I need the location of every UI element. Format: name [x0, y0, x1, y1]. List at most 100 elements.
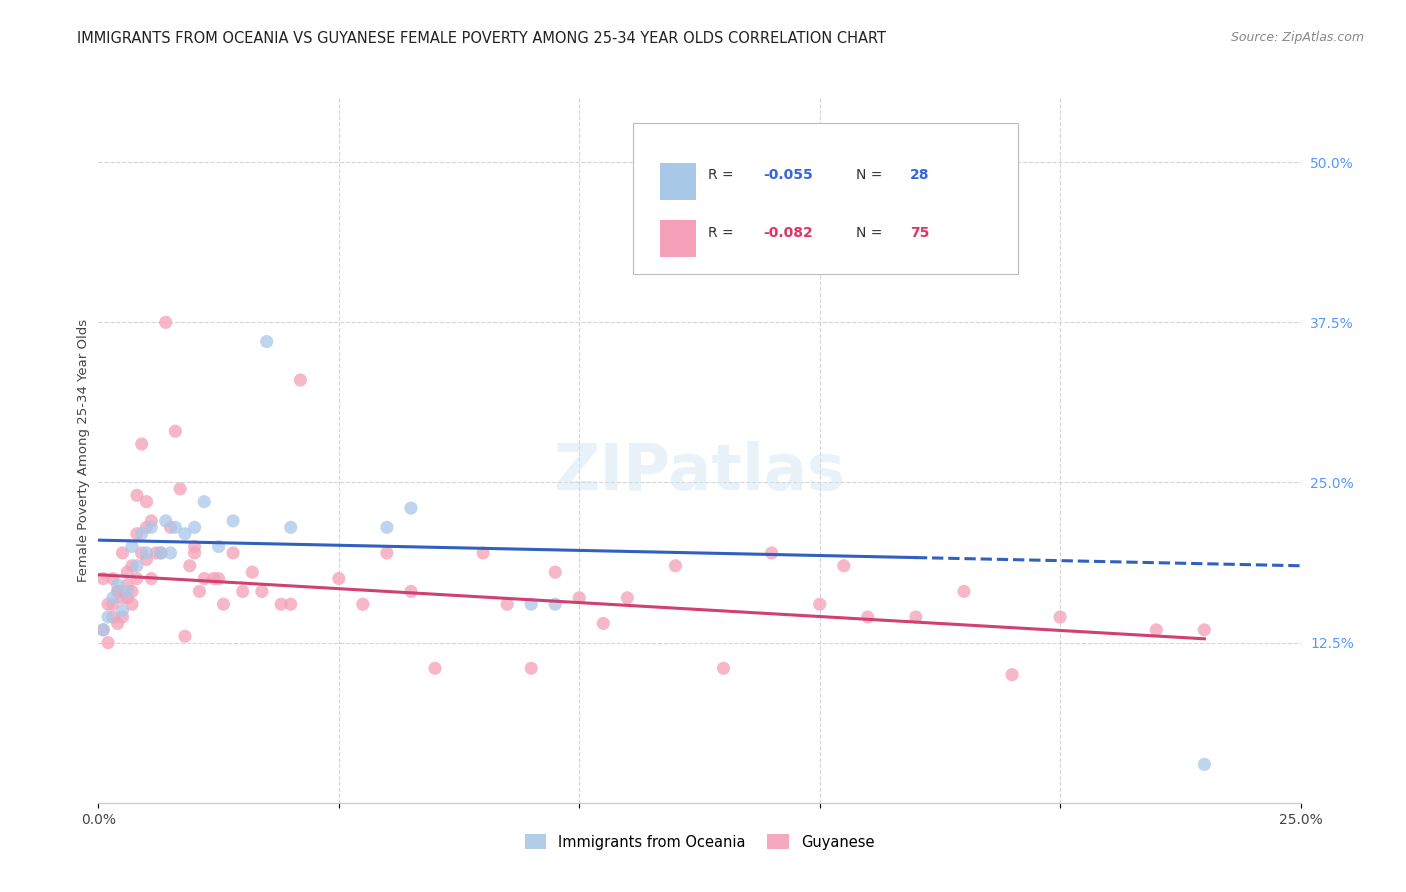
- Point: [141, 520, 163, 534]
- Text: -0.082: -0.082: [763, 226, 813, 240]
- Point: [399, 584, 422, 599]
- Point: [107, 584, 129, 599]
- Point: [423, 661, 446, 675]
- Point: [91, 623, 114, 637]
- Point: [290, 373, 312, 387]
- Point: [174, 526, 197, 541]
- Point: [111, 610, 134, 624]
- Point: [165, 424, 187, 438]
- Point: [159, 520, 181, 534]
- Point: [131, 526, 153, 541]
- Bar: [659, 162, 696, 200]
- Text: 28: 28: [910, 168, 929, 182]
- Point: [193, 494, 215, 508]
- Point: [155, 315, 177, 329]
- Point: [149, 546, 172, 560]
- Point: [131, 437, 153, 451]
- Point: [169, 482, 191, 496]
- Point: [101, 610, 124, 624]
- Point: [256, 334, 278, 349]
- Point: [97, 597, 120, 611]
- Point: [1001, 667, 1024, 681]
- Point: [107, 578, 129, 592]
- Point: [280, 597, 302, 611]
- Text: R =: R =: [707, 226, 738, 240]
- Point: [155, 514, 177, 528]
- Point: [1194, 757, 1216, 772]
- Point: [97, 610, 120, 624]
- Point: [125, 488, 148, 502]
- Point: [472, 546, 495, 560]
- Point: [174, 629, 197, 643]
- Point: [212, 597, 235, 611]
- Point: [125, 558, 148, 573]
- Point: [101, 597, 124, 611]
- Point: [544, 565, 567, 579]
- Point: [232, 584, 254, 599]
- Text: -0.055: -0.055: [763, 168, 813, 182]
- Point: [375, 546, 398, 560]
- Point: [193, 572, 215, 586]
- Point: [135, 520, 157, 534]
- Text: R =: R =: [707, 168, 738, 182]
- Point: [856, 610, 879, 624]
- Point: [117, 591, 139, 605]
- Point: [91, 572, 114, 586]
- Point: [953, 584, 976, 599]
- Point: [121, 540, 143, 554]
- Point: [91, 623, 114, 637]
- Point: [188, 584, 211, 599]
- Text: ZIPatlas: ZIPatlas: [554, 441, 845, 502]
- Point: [125, 572, 148, 586]
- Point: [125, 526, 148, 541]
- Point: [761, 546, 783, 560]
- Point: [328, 572, 350, 586]
- Bar: [659, 220, 696, 258]
- FancyBboxPatch shape: [633, 123, 1018, 275]
- Point: [179, 558, 201, 573]
- Point: [713, 661, 735, 675]
- Point: [664, 558, 686, 573]
- Point: [135, 494, 157, 508]
- Point: [121, 584, 143, 599]
- Point: [117, 565, 139, 579]
- Text: Source: ZipAtlas.com: Source: ZipAtlas.com: [1230, 31, 1364, 45]
- Point: [1194, 623, 1216, 637]
- Point: [1144, 623, 1167, 637]
- Point: [101, 591, 124, 605]
- Point: [131, 546, 153, 560]
- Point: [832, 558, 855, 573]
- Point: [222, 546, 245, 560]
- Point: [111, 604, 134, 618]
- Point: [135, 546, 157, 560]
- Point: [202, 572, 225, 586]
- Point: [165, 520, 187, 534]
- Point: [183, 546, 205, 560]
- Point: [352, 597, 374, 611]
- Point: [107, 616, 129, 631]
- Point: [904, 610, 927, 624]
- Point: [107, 584, 129, 599]
- Point: [117, 578, 139, 592]
- Point: [141, 572, 163, 586]
- Point: [1049, 610, 1071, 624]
- Point: [141, 514, 163, 528]
- Point: [208, 572, 231, 586]
- Point: [183, 540, 205, 554]
- Point: [832, 181, 855, 195]
- Point: [496, 597, 519, 611]
- Point: [135, 552, 157, 566]
- Point: [375, 520, 398, 534]
- Text: N =: N =: [856, 168, 887, 182]
- Point: [592, 616, 614, 631]
- Text: N =: N =: [856, 226, 887, 240]
- Point: [399, 501, 422, 516]
- Point: [208, 540, 231, 554]
- Point: [808, 597, 831, 611]
- Point: [240, 565, 263, 579]
- Text: 75: 75: [910, 226, 929, 240]
- Point: [270, 597, 292, 611]
- Point: [222, 514, 245, 528]
- Point: [145, 546, 167, 560]
- Point: [121, 597, 143, 611]
